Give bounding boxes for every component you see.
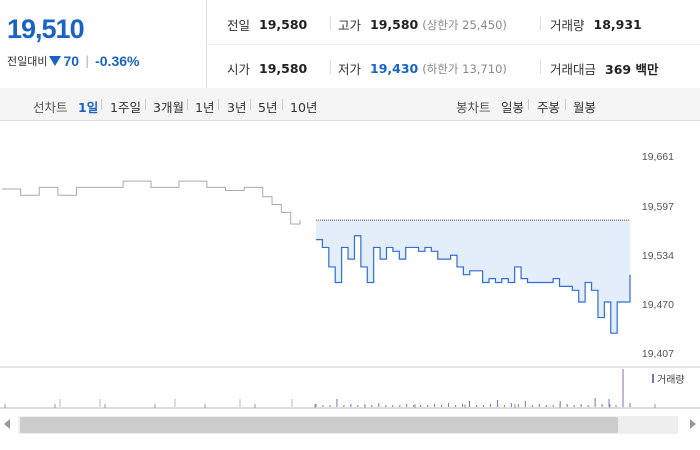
period-separator (145, 99, 146, 110)
period-separator (101, 99, 102, 110)
change-label: 전일대비 (7, 55, 48, 68)
stat-separator (540, 16, 541, 30)
scroll-thumb[interactable] (20, 417, 618, 433)
stat-separator (540, 60, 541, 74)
change-percent: -0.36% (95, 53, 140, 69)
volume-legend-swatch (652, 374, 654, 383)
scroll-left-arrow-icon[interactable] (4, 419, 10, 429)
stat-value: 19,580 (259, 61, 308, 76)
current-price: 19,510 (7, 14, 85, 44)
stat-prev-close: 전일 19,580 (227, 15, 307, 34)
y-tick-label: 19,597 (641, 201, 674, 213)
stat-upper-limit: (상한가 25,450) (422, 17, 507, 32)
y-tick-label: 19,407 (641, 348, 674, 360)
stat-lower-limit: (하한가 13,710) (422, 61, 507, 76)
change-row: 전일대비 70 | -0.36% (7, 53, 139, 69)
stat-open: 시가 19,580 (227, 59, 307, 78)
stat-value: 19,430 (370, 61, 419, 76)
price-box: 19,510 전일대비 70 | -0.36% (0, 0, 207, 88)
change-separator: | (85, 54, 90, 68)
stat-high: 고가 19,580 (상한가 25,450) (338, 15, 507, 34)
period-separator (528, 99, 529, 110)
candle-chart-label: 봉차트 (456, 100, 491, 115)
prev-day-price-line (2, 180, 301, 225)
period-3m[interactable]: 3개월 (153, 100, 184, 115)
period-1d[interactable]: 1일 (78, 100, 99, 115)
period-separator (282, 99, 283, 110)
stat-value: 19,580 (259, 17, 308, 32)
period-5y[interactable]: 5년 (258, 100, 278, 115)
period-10y[interactable]: 10년 (290, 100, 318, 115)
period-separator (250, 99, 251, 110)
stat-separator (330, 16, 331, 30)
period-selector-bar: 선차트 1일 1주일 3개월 1년 3년 5년 10년 봉차트 일봉 주봉 월봉 (0, 88, 700, 121)
period-3y[interactable]: 3년 (227, 100, 247, 115)
price-chart (0, 180, 700, 409)
period-1w[interactable]: 1주일 (110, 100, 141, 115)
stats-divider (206, 44, 700, 45)
candle-weekly[interactable]: 주봉 (537, 100, 561, 115)
candle-monthly[interactable]: 월봉 (573, 100, 597, 115)
horizontal-scrollbar[interactable] (0, 413, 700, 437)
stat-label: 저가 (338, 62, 362, 77)
stat-value: 18,931 (593, 17, 642, 32)
period-1y[interactable]: 1년 (195, 100, 215, 115)
stat-low: 저가 19,430 (하한가 13,710) (338, 59, 507, 78)
down-triangle-icon (49, 56, 62, 66)
y-tick-label: 19,534 (641, 250, 674, 262)
period-separator (218, 99, 219, 110)
stat-label: 전일 (227, 18, 251, 33)
price-fill-area (316, 220, 630, 334)
y-tick-label: 19,470 (641, 299, 674, 311)
stat-label: 시가 (227, 62, 251, 77)
stat-label: 거래대금 (550, 62, 597, 77)
stat-trade-value: 거래대금 369 백만 (550, 59, 658, 78)
line-chart-label: 선차트 (33, 100, 68, 115)
price-line (316, 235, 631, 334)
stat-value: 369 백만 (605, 62, 659, 77)
volume-legend: 거래량 (652, 371, 685, 386)
period-separator (565, 99, 566, 110)
stock-summary-header: 19,510 전일대비 70 | -0.36% 전일 19,580 고가 19,… (0, 0, 700, 89)
stat-separator (330, 60, 331, 74)
stat-label: 고가 (338, 18, 362, 33)
stat-value: 19,580 (370, 17, 419, 32)
stat-volume: 거래량 18,931 (550, 15, 642, 34)
period-separator (187, 99, 188, 110)
stats-grid: 전일 19,580 고가 19,580 (상한가 25,450) 거래량 18,… (206, 0, 700, 88)
candle-daily[interactable]: 일봉 (501, 100, 525, 115)
y-tick-label: 19,661 (641, 151, 674, 163)
stat-label: 거래량 (550, 18, 585, 33)
change-value: 70 (63, 53, 80, 69)
volume-legend-label: 거래량 (657, 375, 685, 386)
scroll-right-arrow-icon[interactable] (690, 419, 696, 429)
